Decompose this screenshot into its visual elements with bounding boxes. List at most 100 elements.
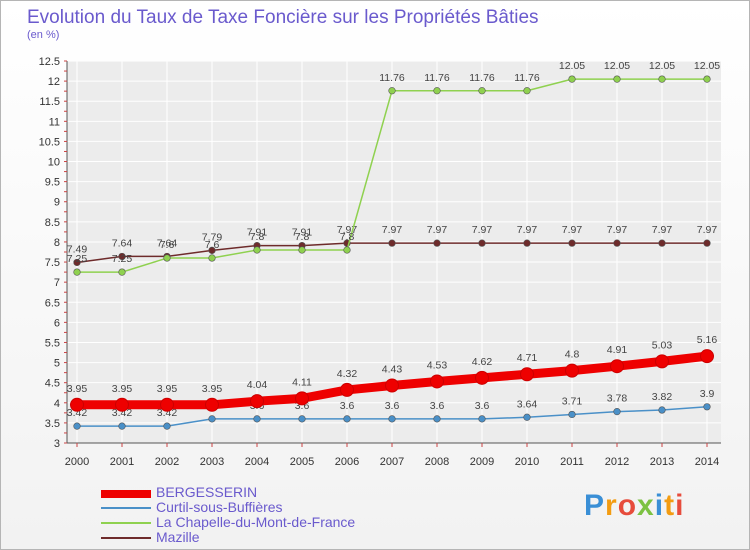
y-tick-label: 12.5 (39, 56, 60, 68)
y-tick-label: 4 (54, 398, 60, 410)
data-point (340, 382, 354, 397)
x-tick-label: 2007 (380, 456, 404, 468)
x-tick-label: 2008 (425, 456, 449, 468)
data-label: 7.6 (160, 239, 175, 251)
y-tick-label: 4.5 (45, 378, 60, 390)
data-label: 7.97 (517, 224, 538, 236)
data-point (388, 87, 396, 95)
data-label: 4.91 (607, 344, 628, 356)
data-label: 11.76 (469, 72, 495, 84)
data-label: 7.97 (562, 224, 583, 236)
data-label: 7.8 (295, 231, 310, 243)
legend-label-bergesserin: BERGESSERIN (156, 484, 258, 500)
data-point (163, 254, 171, 262)
proxiti-logo: Proxiti (584, 489, 684, 523)
data-point (658, 406, 666, 414)
data-label: 5.03 (652, 339, 673, 351)
data-label: 7.97 (472, 224, 493, 236)
data-point (523, 239, 531, 247)
data-label: 3.71 (562, 395, 583, 407)
data-point (478, 239, 486, 247)
data-point (613, 239, 621, 247)
data-label: 3.9 (700, 388, 715, 400)
data-label: 4.11 (292, 376, 312, 388)
data-label: 7.97 (652, 224, 673, 236)
y-tick-label: 9.5 (45, 177, 60, 189)
data-point (208, 254, 216, 262)
data-point (253, 415, 261, 423)
data-point (73, 268, 81, 276)
data-point (568, 410, 576, 419)
data-label: 7.97 (607, 224, 628, 236)
legend-swatch-bergesserin (101, 490, 151, 498)
data-point (613, 75, 621, 83)
logo-letter: x (637, 489, 655, 522)
data-point (388, 415, 396, 423)
data-label: 12.05 (604, 60, 630, 72)
legend-label-mazille: Mazille (156, 529, 200, 545)
y-tick-label: 11.5 (39, 96, 60, 108)
data-label: 4.32 (337, 368, 358, 380)
x-tick-label: 2013 (650, 456, 674, 468)
data-label: 7.64 (112, 237, 133, 249)
data-label: 7.91 (247, 227, 268, 239)
data-label: 7.49 (67, 243, 88, 255)
data-label: 3.42 (67, 407, 88, 419)
data-label: 4.62 (472, 356, 493, 368)
y-tick-label: 8 (54, 237, 60, 249)
data-point (298, 415, 306, 423)
data-point (118, 422, 126, 430)
data-point (388, 239, 396, 247)
legend-swatch-mazille (101, 537, 151, 539)
data-label: 4.53 (427, 359, 448, 371)
data-point (343, 246, 351, 254)
data-label: 7.25 (112, 253, 133, 265)
data-label: 12.05 (649, 60, 675, 72)
x-tick-label: 2012 (605, 456, 629, 468)
logo-letter: P (584, 489, 606, 522)
data-label: 3.95 (202, 383, 223, 395)
data-point (613, 408, 621, 416)
y-tick-label: 5.5 (45, 337, 60, 349)
data-point (163, 422, 171, 430)
logo-letter: o (617, 489, 638, 522)
data-label: 11.76 (424, 72, 450, 84)
data-label: 3.64 (517, 398, 538, 410)
data-point (205, 397, 219, 412)
data-point (430, 374, 444, 389)
data-label: 7.97 (427, 224, 448, 236)
x-tick-label: 2011 (560, 456, 584, 468)
data-point (295, 391, 309, 406)
data-point (523, 87, 531, 95)
y-tick-label: 6 (54, 317, 60, 329)
data-label: 7.8 (250, 231, 265, 243)
y-tick-label: 8.5 (45, 217, 60, 229)
data-point (73, 258, 81, 267)
data-point (703, 75, 711, 83)
data-label: 3.82 (652, 391, 673, 403)
data-label: 7.6 (205, 239, 220, 251)
y-tick-label: 9 (54, 197, 60, 209)
data-label: 7.91 (292, 227, 313, 239)
logo-letter: t (664, 489, 676, 522)
chart-unit-label: (en %) (27, 29, 60, 41)
x-tick-label: 2010 (515, 456, 539, 468)
data-label: 7.97 (382, 224, 403, 236)
x-tick-label: 2003 (200, 456, 224, 468)
data-point (703, 403, 711, 411)
data-point (658, 239, 666, 247)
data-point (118, 268, 126, 276)
x-tick-label: 2006 (335, 456, 359, 468)
data-point (115, 397, 129, 412)
y-tick-label: 10.5 (39, 136, 60, 148)
data-point (610, 359, 624, 374)
x-tick-label: 2014 (695, 456, 719, 468)
data-label: 7.79 (202, 231, 223, 243)
x-tick-label: 2000 (65, 456, 89, 468)
data-label: 7.25 (67, 253, 88, 265)
x-tick-label: 2004 (245, 456, 269, 468)
y-tick-label: 3 (54, 438, 60, 450)
data-point (253, 246, 261, 254)
data-label: 11.76 (379, 72, 405, 84)
legend-swatch-curtil (101, 507, 151, 509)
